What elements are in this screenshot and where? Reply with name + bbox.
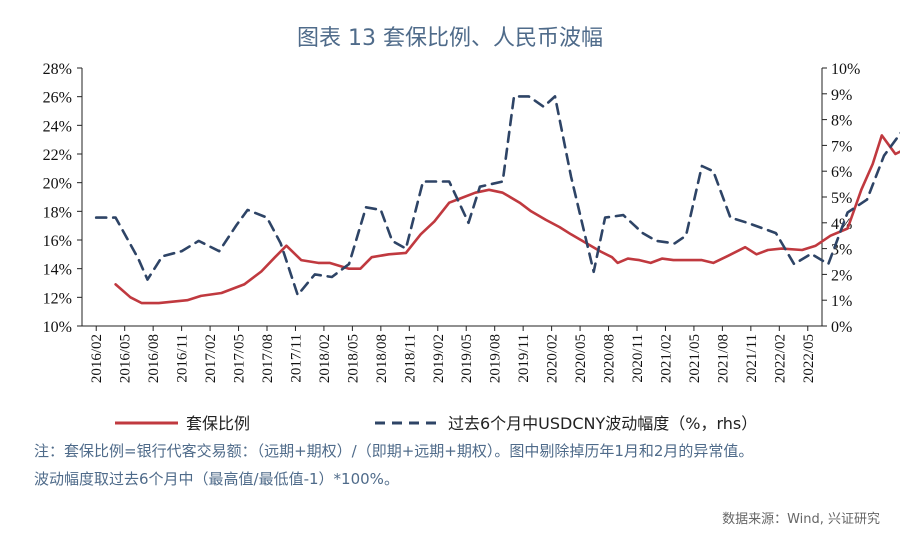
x-tick-label: 2016/02: [89, 334, 105, 383]
x-tick-label: 2016/08: [146, 334, 162, 383]
x-tick-label: 2020/02: [545, 334, 561, 383]
left-y-tick-label: 20%: [43, 176, 72, 193]
legend-label-usdcny-volatility: 过去6个月中USDCNY波动幅度（%，rhs）: [448, 414, 757, 433]
x-tick-label: 2018/02: [317, 334, 333, 383]
x-tick-label: 2019/11: [516, 334, 532, 383]
left-y-tick-label: 24%: [43, 118, 72, 135]
left-y-tick-label: 26%: [43, 90, 72, 107]
chart-note-line-2: 波动幅度取过去6个月中（最高值/最低值-1）*100%。: [34, 470, 399, 488]
x-tick-label: 2018/08: [374, 334, 390, 383]
right-y-tick-label: 1%: [831, 293, 852, 310]
x-tick-label: 2017/11: [288, 334, 304, 383]
legend-label-hedge-ratio: 套保比例: [186, 414, 250, 433]
x-tick-label: 2020/08: [602, 334, 618, 383]
x-tick-label: 2022/02: [772, 334, 788, 383]
x-tick-label: 2021/02: [658, 334, 674, 383]
left-y-tick-label: 12%: [43, 290, 72, 307]
x-tick-label: 2016/11: [175, 334, 191, 383]
left-y-tick-label: 22%: [43, 147, 72, 164]
right-y-tick-label: 10%: [831, 61, 860, 78]
x-tick-label: 2020/05: [573, 334, 589, 383]
series-line-usdcny-volatility: [94, 95, 900, 297]
x-tick-label: 2020/11: [630, 334, 646, 383]
right-y-tick-label: 0%: [831, 319, 852, 336]
chart-title: 图表 13 套保比例、人民币波幅: [297, 26, 603, 51]
x-tick-label: 2016/05: [118, 334, 134, 383]
x-tick-label: 2021/05: [687, 334, 703, 383]
left-y-tick-label: 16%: [43, 233, 72, 250]
x-tick-label: 2017/05: [232, 334, 248, 383]
right-y-tick-label: 8%: [831, 113, 852, 130]
x-tick-label: 2017/08: [260, 334, 276, 383]
right-y-tick-label: 6%: [831, 164, 852, 181]
left-y-tick-label: 14%: [43, 262, 72, 279]
right-y-tick-label: 5%: [831, 190, 852, 207]
right-y-tick-label: 3%: [831, 242, 852, 259]
x-tick-label: 2017/02: [203, 334, 219, 383]
left-y-tick-label: 10%: [43, 319, 72, 336]
chart-note-line-1: 注：套保比例=银行代客交易额：（远期+期权）/（即期+远期+期权）。图中剔除掉历…: [34, 442, 754, 460]
right-y-tick-label: 7%: [831, 138, 852, 155]
left-y-tick-label: 18%: [43, 204, 72, 221]
x-tick-label: 2021/08: [715, 334, 731, 383]
data-source: 数据来源：Wind, 兴证研究: [722, 512, 880, 527]
left-y-tick-label: 28%: [43, 61, 72, 78]
x-tick-label: 2019/02: [431, 334, 447, 383]
x-tick-label: 2019/05: [459, 334, 475, 383]
right-y-tick-label: 2%: [831, 267, 852, 284]
x-tick-label: 2019/08: [488, 334, 504, 383]
series-line-hedge-ratio: [114, 134, 900, 305]
x-tick-label: 2018/05: [345, 334, 361, 383]
x-tick-label: 2022/05: [801, 334, 817, 383]
x-tick-label: 2021/11: [744, 334, 760, 383]
x-tick-label: 2018/11: [402, 334, 418, 383]
right-y-tick-label: 9%: [831, 87, 852, 104]
